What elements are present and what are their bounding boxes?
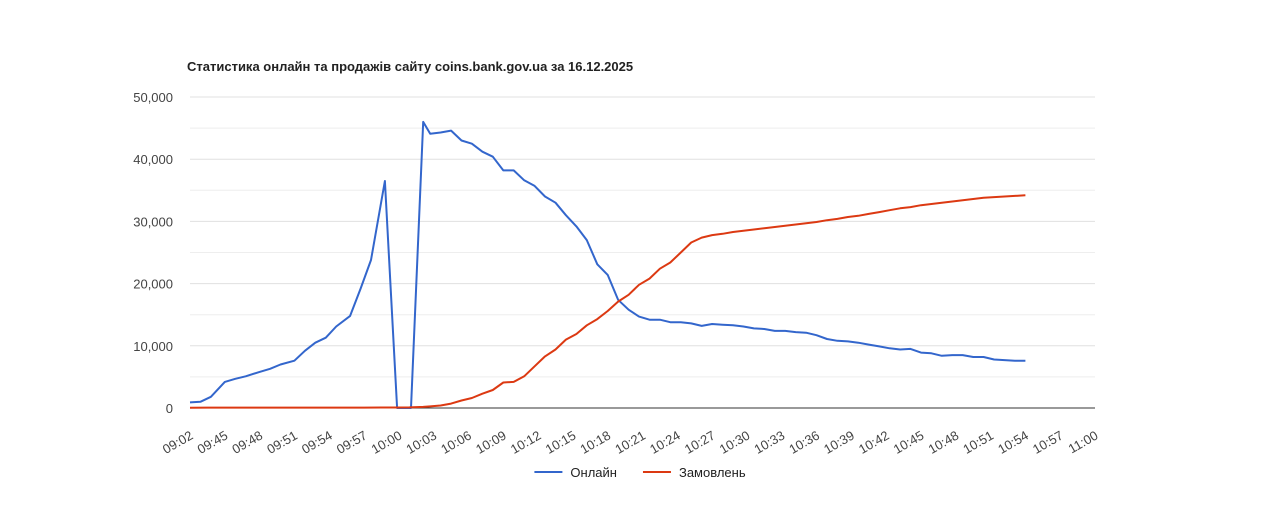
x-tick-label: 10:45 <box>891 428 927 457</box>
y-tick-label: 30,000 <box>133 214 173 229</box>
series-line-0 <box>189 120 1026 409</box>
x-tick-label: 10:03 <box>403 428 439 457</box>
x-tick-label: 10:42 <box>856 428 892 457</box>
x-tick-label: 10:33 <box>752 428 788 457</box>
x-axis: 09:02 09:45 09:48 09:51 09:54 09:57 10:00 10:03… <box>160 407 1101 457</box>
x-tick-label: 09:02 <box>160 428 196 457</box>
y-axis: 0 10,000 20,000 30,000 40,000 50,000 <box>133 90 173 416</box>
x-tick-label: 09:57 <box>334 428 370 457</box>
x-tick-label: 10:27 <box>682 428 718 457</box>
x-tick-label: 10:51 <box>960 428 996 457</box>
y-tick-label: 40,000 <box>133 152 173 167</box>
legend: Онлайн Замовлень <box>534 465 746 480</box>
x-tick-label: 09:54 <box>299 428 335 457</box>
x-tick-label: 09:45 <box>195 428 231 457</box>
x-tick-label: 09:51 <box>264 428 300 457</box>
y-tick-label: 10,000 <box>133 339 173 354</box>
x-tick-label: 10:12 <box>508 428 544 457</box>
x-tick-label: 10:57 <box>1030 428 1066 457</box>
y-tick-label: 50,000 <box>133 90 173 105</box>
y-tick-label: 20,000 <box>133 277 173 292</box>
x-tick-label: 10:24 <box>647 428 683 457</box>
grid-layer <box>190 96 1095 378</box>
x-tick-label: 10:36 <box>786 428 822 457</box>
legend-label-0: Онлайн <box>570 465 617 480</box>
x-tick-label: 10:15 <box>543 428 579 457</box>
y-tick-label: 0 <box>166 401 173 416</box>
legend-label-1: Замовлень <box>679 465 746 480</box>
x-tick-label: 10:54 <box>995 428 1031 457</box>
x-tick-label: 10:48 <box>926 428 962 457</box>
x-tick-label: 10:09 <box>473 428 509 457</box>
x-tick-label: 10:06 <box>438 428 474 457</box>
x-tick-label: 10:18 <box>578 428 614 457</box>
x-tick-label: 10:00 <box>369 428 405 457</box>
x-tick-label: 09:48 <box>229 428 265 457</box>
chart-title: Статистика онлайн та продажів сайту coin… <box>187 59 633 74</box>
x-tick-label: 11:00 <box>1066 428 1101 457</box>
x-tick-label: 10:21 <box>612 428 648 457</box>
x-tick-label: 10:30 <box>717 428 753 457</box>
series-layer <box>189 120 1026 409</box>
series-line-1 <box>189 194 1026 409</box>
x-tick-label: 10:39 <box>821 428 857 457</box>
